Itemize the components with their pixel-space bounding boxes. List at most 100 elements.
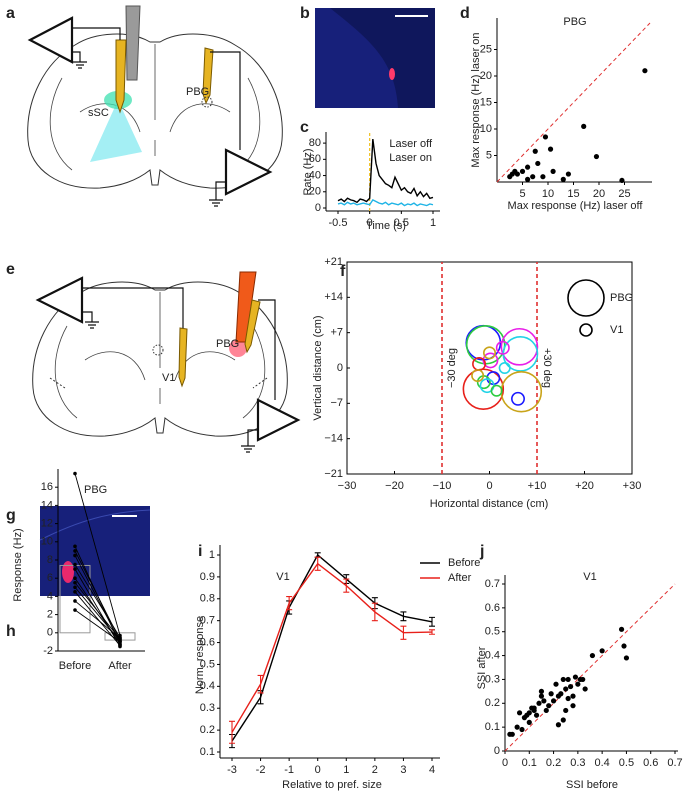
ground (72, 51, 81, 62)
reference-label: −30 deg (446, 348, 458, 388)
y-tick-label: 0 (337, 362, 343, 374)
y-tick-label: 20 (480, 70, 492, 82)
x-tick-label: -2 (256, 764, 266, 776)
wire (82, 287, 184, 328)
point (514, 724, 520, 730)
y-tick-label: 0 (315, 202, 321, 214)
lesion-spot (62, 561, 74, 583)
y-axis-label: SSI after (476, 646, 488, 689)
x-tick-label: 0.5 (619, 757, 634, 769)
y-tick-label: 14 (41, 499, 53, 511)
point (572, 674, 579, 680)
x-tick-label: 2 (372, 764, 378, 776)
error-bar (371, 602, 378, 622)
y-axis-label: Norm. response (194, 616, 206, 694)
light-cone (90, 100, 142, 162)
y-tick-label: 6 (47, 572, 53, 584)
point (558, 691, 564, 697)
chart-title: V1 (583, 571, 596, 583)
point (550, 698, 557, 704)
point (73, 599, 77, 603)
point (623, 655, 630, 661)
point (560, 176, 566, 182)
point (526, 719, 532, 725)
y-tick-label: 0.4 (485, 649, 500, 661)
y-tick-label: 0.8 (200, 593, 215, 605)
x-tick-label: 0.6 (643, 757, 658, 769)
panel-label: e (6, 261, 15, 278)
x-tick-label: 0.3 (570, 757, 585, 769)
legend-label: PBG (610, 292, 633, 304)
x-tick-label: 0.1 (522, 757, 537, 769)
point (73, 576, 77, 580)
point (519, 168, 526, 174)
bubble (495, 340, 510, 355)
chart-title: PBG (563, 16, 586, 28)
point (570, 693, 576, 699)
bubble (498, 361, 511, 375)
point (540, 174, 546, 180)
y-tick-label: 0.5 (485, 626, 500, 638)
point (570, 703, 576, 709)
point (553, 681, 559, 687)
y-tick-label: 4 (47, 590, 53, 602)
point (526, 710, 532, 716)
point (550, 168, 556, 174)
point (599, 648, 605, 654)
x-tick-label: 10 (542, 188, 554, 200)
panel-label: i (198, 543, 202, 560)
point (621, 643, 627, 649)
x-tick-label: Before (59, 660, 91, 672)
point (538, 693, 545, 699)
point (575, 681, 581, 687)
point (565, 695, 571, 702)
diagram-e-parts: V1 PBG (35, 271, 301, 453)
pair-line (74, 555, 121, 643)
diagram-label: PBG (186, 86, 209, 98)
error-bar (429, 616, 435, 627)
point (593, 153, 600, 160)
y-tick-label: 0.3 (485, 673, 500, 685)
bubble (471, 369, 485, 383)
legend-label: Before (448, 557, 480, 569)
x-tick-label: 0 (486, 480, 492, 492)
point (555, 722, 562, 728)
diagram-label: PBG (216, 338, 239, 350)
x-tick-label: 1 (430, 217, 436, 229)
y-tick-label: 10 (41, 536, 53, 548)
error-bar (400, 611, 407, 622)
amplifier (35, 276, 84, 324)
point (525, 176, 531, 182)
point (512, 168, 518, 174)
amplifier (256, 398, 301, 442)
reference-label: +30 deg (541, 348, 553, 388)
tissue-edge (330, 8, 435, 108)
point (580, 676, 586, 683)
y-axis-label: Max response (Hz) laser on (470, 32, 482, 167)
point (619, 177, 625, 184)
point (541, 698, 547, 704)
point (73, 553, 77, 558)
x-tick-label: −10 (433, 480, 452, 492)
diagram-e (32, 281, 288, 437)
pair-line (74, 473, 121, 636)
point (536, 700, 542, 706)
x-axis-label: Horizontal distance (cm) (430, 498, 549, 510)
x-tick-label: -3 (227, 764, 237, 776)
y-tick-label: -2 (43, 645, 53, 657)
pair-line (74, 582, 121, 640)
point (565, 171, 572, 177)
series-line (337, 138, 434, 204)
bubble (502, 335, 539, 372)
y-tick-label: 40 (309, 169, 321, 181)
pair-line (74, 600, 121, 639)
x-tick-label: 4 (429, 764, 435, 776)
identity-line (496, 22, 651, 183)
y-tick-label: 12 (41, 518, 53, 530)
bubble (500, 327, 539, 366)
bubble (500, 370, 543, 413)
ground-symbol (209, 181, 226, 207)
y-tick-label: 0.2 (200, 724, 215, 736)
wire (258, 299, 276, 400)
